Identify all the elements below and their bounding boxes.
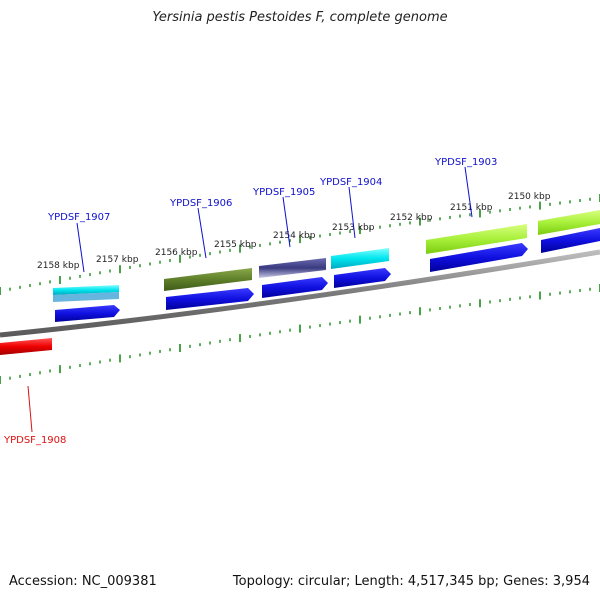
feature-ypdsf-1904[interactable] [331, 248, 389, 269]
scale-label-2155: 2155 kbp [214, 240, 257, 250]
gene-label-ypdsf-1907[interactable]: YPDSF_1907 [47, 212, 110, 223]
genome-stats-text: Topology: circular; Length: 4,517,345 bp… [232, 574, 590, 589]
gene-label-ypdsf-1905[interactable]: YPDSF_1905 [252, 187, 315, 198]
gene-labels: YPDSF_1907 YPDSF_1906 YPDSF_1905 YPDSF_1… [3, 157, 497, 446]
scale-label-2154: 2154 kbp [273, 231, 316, 241]
feature-track-colored [53, 210, 600, 302]
scale-label-2150: 2150 kbp [508, 192, 551, 202]
scale-label-2151: 2151 kbp [450, 203, 493, 213]
cds-ypdsf-1905[interactable] [262, 277, 328, 298]
feature-ypdsf-1905[interactable] [259, 258, 326, 278]
leader-ypdsf-1906 [197, 207, 207, 259]
scale-label-2158: 2158 kbp [37, 261, 80, 271]
gene-label-ypdsf-1906[interactable]: YPDSF_1906 [169, 198, 232, 209]
gene-label-ypdsf-1903[interactable]: YPDSF_1903 [434, 157, 497, 168]
gene-label-ypdsf-1908[interactable]: YPDSF_1908 [3, 435, 66, 446]
cds-ypdsf-1907[interactable] [55, 305, 120, 322]
genome-backbone [0, 249, 600, 338]
feature-next-gene[interactable] [538, 210, 600, 235]
feature-ypdsf-1907[interactable] [53, 285, 119, 302]
leader-ypdsf-1903 [464, 166, 473, 218]
feature-ypdsf-1906[interactable] [164, 268, 252, 291]
leader-ypdsf-1905 [282, 196, 291, 248]
reverse-scale-ruler [0, 284, 600, 384]
cds-ypdsf-1903[interactable] [430, 243, 528, 272]
scale-label-2157: 2157 kbp [96, 255, 139, 265]
accession-text: Accession: NC_009381 [9, 574, 157, 589]
gene-label-ypdsf-1904[interactable]: YPDSF_1904 [319, 177, 382, 188]
leader-ypdsf-1907 [76, 222, 85, 273]
scale-label-2152: 2152 kbp [390, 213, 433, 223]
forward-scale-ruler [0, 194, 600, 295]
feature-ypdsf-1908[interactable] [0, 338, 52, 355]
scale-label-2156: 2156 kbp [155, 248, 198, 258]
gene-label-leaders [76, 166, 473, 273]
leader-ypdsf-1908 [27, 385, 33, 433]
cds-ypdsf-1906[interactable] [166, 288, 254, 310]
map-title: Yersinia pestis Pestoides F, complete ge… [152, 10, 448, 25]
cds-track [55, 228, 600, 322]
cds-ypdsf-1904[interactable] [334, 268, 391, 288]
cds-next-gene[interactable] [541, 228, 600, 253]
feature-ypdsf-1903[interactable] [426, 224, 527, 254]
leader-ypdsf-1904 [348, 186, 356, 239]
